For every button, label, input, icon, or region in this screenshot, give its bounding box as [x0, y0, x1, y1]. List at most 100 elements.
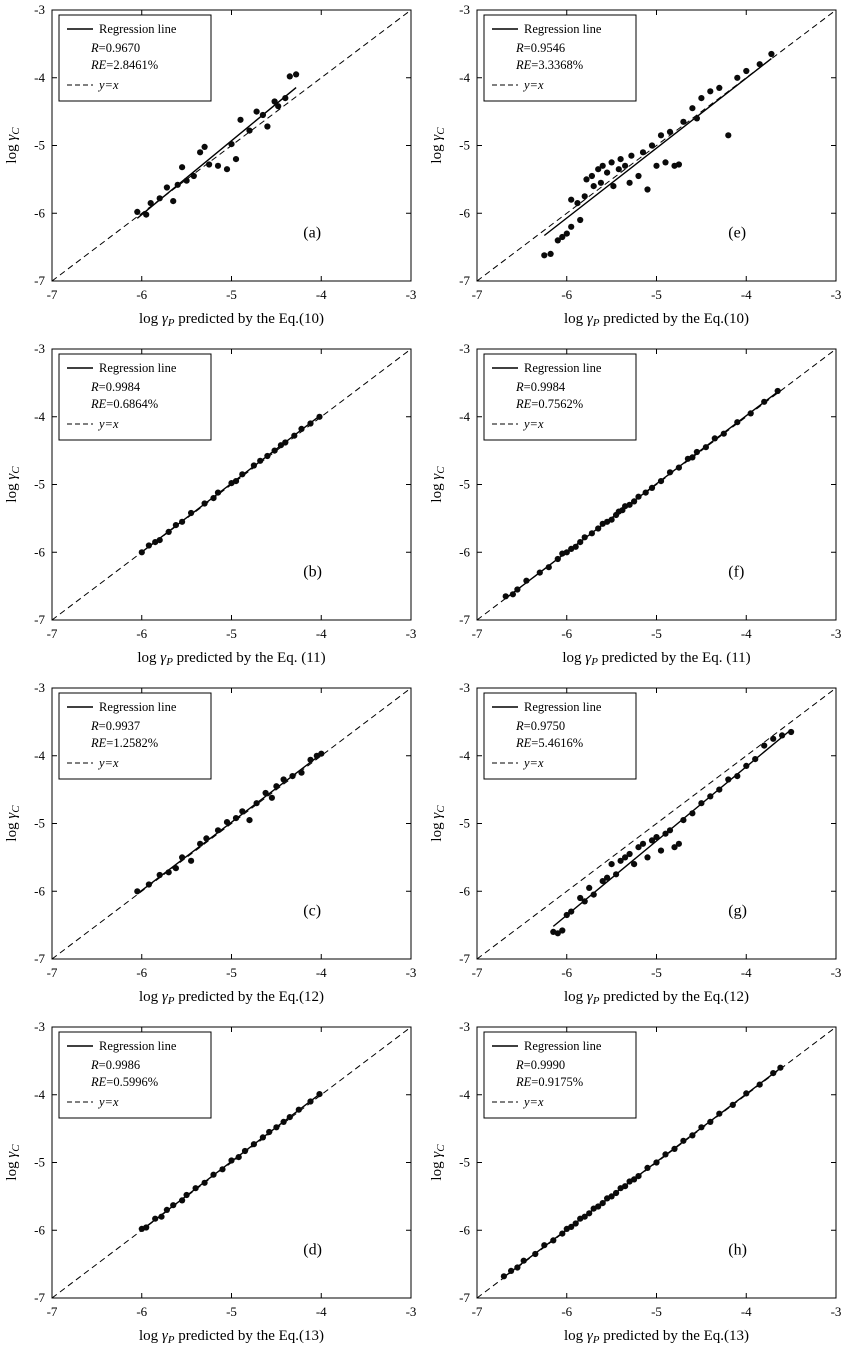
data-point [201, 1179, 208, 1186]
data-point [282, 95, 289, 102]
data-point [138, 549, 145, 556]
identity-line [51, 687, 412, 960]
y-axis-label: log γC [429, 1144, 447, 1181]
data-point [590, 891, 597, 898]
data-point [635, 172, 642, 180]
panel-letter: (e) [728, 225, 746, 242]
chart-d: -7-7 -6 -6 -5 -5 -4 -4 -3 -3 Regression line R=0.9… [4, 1019, 417, 1346]
x-tick-label: -4 [316, 965, 327, 980]
data-point [295, 1106, 302, 1113]
data-point [574, 200, 581, 207]
x-axis-label: log γP predicted by the Eq.(13) [564, 1328, 749, 1346]
legend-re-value: RE=2.8461% [90, 58, 158, 72]
data-point [179, 518, 186, 525]
data-point [280, 776, 287, 783]
data-point [520, 1257, 527, 1264]
y-tick-label: -5 [459, 138, 470, 153]
x-axis-label: log γP predicted by the Eq.(12) [564, 989, 749, 1007]
x-tick-label: -5 [651, 626, 662, 641]
x-tick-label: -3 [406, 1304, 417, 1319]
data-point [156, 195, 163, 202]
data-point [190, 172, 197, 180]
data-point [595, 166, 602, 173]
y-axis-label: log γC [429, 466, 447, 503]
y-tick-label: -5 [459, 477, 470, 492]
data-point [743, 67, 750, 75]
data-point [734, 773, 741, 780]
x-tick-label: -7 [47, 1304, 58, 1319]
panel-a: -7 -7 -6 -6 -5 -5 -4 -4 -3 -3 Regression line R=0.9… [0, 0, 425, 339]
legend-r-value: R=0.9986 [90, 1058, 140, 1072]
data-point [622, 162, 629, 169]
data-point [648, 484, 656, 491]
data-point [577, 216, 584, 224]
data-point [716, 786, 723, 793]
data-point [770, 735, 777, 742]
legend: Regression line R=0.9990 RE=0.9175% y=x [483, 1031, 637, 1119]
data-point [282, 439, 289, 446]
y-tick-label: -3 [34, 341, 45, 356]
data-point [662, 1151, 669, 1158]
data-point [595, 525, 602, 532]
y-tick-label: -4 [34, 748, 45, 763]
data-point [545, 564, 552, 571]
data-point [597, 179, 604, 186]
x-tick-label: -7 [47, 965, 58, 980]
y-tick-label: -7 [34, 951, 45, 966]
data-point [214, 827, 222, 834]
data-point [657, 847, 665, 854]
data-point [752, 756, 759, 763]
legend-regression-label: Regression line [99, 1039, 177, 1053]
data-point [165, 869, 172, 876]
regression-line [543, 58, 772, 237]
panel-letter: (h) [728, 1242, 747, 1259]
data-point [232, 815, 240, 822]
data-point [770, 1070, 777, 1077]
data-point [563, 549, 570, 556]
data-point [657, 132, 665, 139]
data-point [702, 444, 709, 451]
data-point [143, 211, 150, 218]
data-point [635, 493, 642, 500]
x-tick-label: -7 [472, 965, 483, 980]
y-tick-label: -3 [459, 1019, 470, 1034]
data-point [532, 1250, 539, 1258]
legend-re-value: RE=0.7562% [515, 397, 583, 411]
data-point [232, 478, 240, 485]
x-tick-label: -4 [741, 1304, 752, 1319]
data-point [644, 854, 651, 861]
data-point [206, 161, 213, 168]
data-point [639, 840, 647, 847]
data-point [264, 123, 271, 130]
x-tick-label: -7 [472, 287, 483, 302]
data-point [158, 1213, 165, 1220]
data-point [174, 181, 181, 188]
data-point [143, 1224, 150, 1231]
data-point [642, 489, 649, 496]
data-point [711, 435, 718, 442]
y-axis-label: log γC [429, 805, 447, 842]
data-point [147, 200, 154, 207]
legend-regression-label: Regression line [524, 22, 602, 36]
y-tick-label: -3 [34, 680, 45, 695]
x-tick-label: -6 [136, 287, 147, 302]
y-tick-label: -6 [34, 1222, 45, 1237]
x-tick-label: -6 [136, 965, 147, 980]
data-point [756, 1081, 763, 1088]
data-point [613, 871, 620, 878]
x-tick-label: -3 [406, 287, 417, 302]
data-point [599, 1200, 606, 1207]
x-tick-label: -5 [651, 965, 662, 980]
data-point [581, 1213, 588, 1220]
data-point [559, 1230, 566, 1237]
data-point [509, 591, 516, 598]
data-point [298, 769, 305, 776]
y-tick-label: -5 [34, 816, 45, 831]
data-point [689, 105, 696, 112]
scatter-points [550, 728, 795, 937]
data-point [145, 881, 152, 888]
data-point [214, 162, 222, 169]
data-point [223, 166, 231, 173]
data-point [197, 840, 204, 847]
panel-d: -7 -7 -6 -6 -5 -5 -4 -4 -3 -3 Regression line R=0.9… [0, 1017, 425, 1356]
